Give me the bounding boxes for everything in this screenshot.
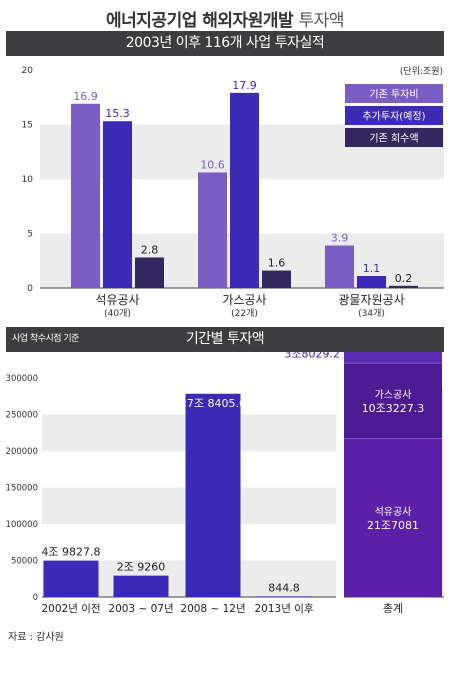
total-segment bbox=[344, 438, 442, 597]
y-tick-label: 15 bbox=[22, 121, 33, 131]
section-header-2: 사업 착수시점 기준 기간별 투자액 bbox=[6, 327, 444, 352]
bar-value-label: 2.8 bbox=[141, 243, 159, 256]
y-tick-label: 0 bbox=[27, 284, 33, 294]
bar-value-label: 16.9 bbox=[73, 90, 98, 103]
bar-value-label: 2조 9260 bbox=[117, 561, 166, 574]
category-sublabel: (22개) bbox=[231, 308, 258, 319]
bar-value-label: 27조 8405.6 bbox=[180, 397, 246, 410]
y-tick-label: 5 bbox=[27, 230, 33, 240]
section-header-2-title: 기간별 투자액 bbox=[185, 331, 265, 347]
bar bbox=[389, 285, 418, 288]
y-tick-label: 250000 bbox=[6, 411, 38, 421]
segment-value: 3조8029.2 bbox=[284, 352, 340, 360]
category-sublabel: (34개) bbox=[358, 308, 385, 319]
bar-value-label: 17.9 bbox=[232, 79, 257, 92]
category-label: 2002년 이전 bbox=[41, 603, 100, 615]
segment-name: 가스공사 bbox=[375, 389, 412, 401]
y-tick-label: 50000 bbox=[11, 557, 38, 567]
legend-item bbox=[345, 128, 443, 147]
bar bbox=[325, 245, 354, 288]
section-header-1: 2003년 이후 116개 사업 투자실적 bbox=[6, 31, 444, 56]
bar bbox=[185, 393, 241, 597]
legend-label: 기존 투자비 bbox=[369, 89, 418, 101]
category-label: 2008 ~ 12년 bbox=[180, 603, 245, 615]
bar bbox=[256, 596, 312, 598]
section-note: 사업 착수시점 기준 bbox=[12, 334, 79, 344]
bar bbox=[71, 103, 100, 288]
bar bbox=[357, 276, 386, 288]
legend-label: 추가투자(예정) bbox=[362, 111, 425, 123]
y-tick-label: 200000 bbox=[6, 447, 38, 457]
y-tick-label: 300000 bbox=[6, 374, 38, 384]
bar-value-label: 3.9 bbox=[331, 231, 349, 244]
legend-item bbox=[345, 106, 443, 125]
bar-value-label: 0.2 bbox=[395, 272, 413, 285]
bar-value-label: 844.8 bbox=[268, 581, 300, 594]
y-tick-label: 150000 bbox=[6, 484, 38, 494]
category-sublabel: (40개) bbox=[104, 308, 131, 319]
bar bbox=[103, 121, 132, 288]
segment-name: 석유공사 bbox=[375, 506, 412, 518]
page-title: 에너지공기업 해외자원개발 투자액 bbox=[0, 6, 450, 31]
y-tick-label: 10 bbox=[22, 175, 34, 185]
segment-value: 21조7081 bbox=[367, 519, 419, 532]
y-tick-label: 20 bbox=[22, 66, 34, 76]
bar bbox=[262, 270, 291, 288]
page-title-light: 투자액 bbox=[298, 11, 345, 31]
total-segment bbox=[344, 363, 442, 439]
bar-value-label: 1.6 bbox=[268, 257, 286, 270]
category-label: 가스공사 bbox=[222, 293, 266, 307]
bar-value-label: 4조 9827.8 bbox=[41, 546, 100, 559]
bar bbox=[43, 560, 99, 597]
y-tick-label: 100000 bbox=[6, 520, 38, 530]
bar bbox=[113, 575, 169, 597]
total-category-label: 총계 bbox=[383, 602, 403, 615]
y-tick-label: 0 bbox=[33, 593, 38, 603]
page-title-main: 에너지공기업 해외자원개발 bbox=[106, 11, 294, 31]
legend-item bbox=[345, 84, 443, 103]
category-label: 2013년 이후 bbox=[254, 603, 313, 615]
source-note: 자료 : 감사원 bbox=[8, 632, 64, 643]
segment-value: 10조3227.3 bbox=[362, 402, 425, 415]
category-label: 석유공사 bbox=[95, 293, 139, 307]
bar bbox=[198, 172, 227, 288]
chart-investment-by-period: 0 50000 100000 150000 200000 250000 300000 4조 9… bbox=[6, 352, 444, 615]
bar bbox=[230, 92, 259, 288]
legend-label: 기존 회수액 bbox=[369, 133, 418, 145]
bar bbox=[135, 257, 164, 288]
bar-value-label: 15.3 bbox=[105, 107, 130, 120]
bar-value-label: 1.1 bbox=[363, 262, 381, 275]
bar-value-label: 10.6 bbox=[200, 158, 225, 171]
category-label: 2003 ~ 07년 bbox=[108, 603, 173, 615]
total-segment bbox=[344, 352, 442, 364]
chart-investment-by-company: 0 5 10 15 20 (단위:조원) 16.9 10.6 3.9 15.3 17.9 1.1 2.8… bbox=[22, 66, 444, 319]
unit-label: (단위:조원) bbox=[400, 66, 443, 77]
category-label: 광물자원공사 bbox=[338, 293, 404, 307]
